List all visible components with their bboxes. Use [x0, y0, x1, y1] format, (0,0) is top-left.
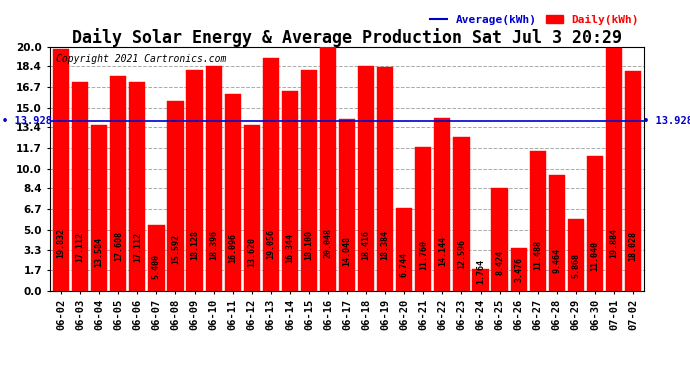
Bar: [148, 225, 164, 291]
Bar: [491, 188, 508, 291]
Bar: [358, 66, 374, 291]
Bar: [530, 151, 546, 291]
Bar: [301, 70, 317, 291]
Text: 16.096: 16.096: [228, 233, 237, 263]
Bar: [434, 118, 451, 291]
Text: 14.048: 14.048: [342, 236, 352, 266]
Text: 18.128: 18.128: [190, 231, 199, 261]
Bar: [453, 137, 470, 291]
Text: 17.608: 17.608: [114, 231, 123, 261]
Text: 14.144: 14.144: [438, 236, 447, 266]
Text: 16.344: 16.344: [286, 233, 295, 263]
Text: 15.592: 15.592: [171, 234, 180, 264]
Bar: [377, 67, 393, 291]
Text: 13.620: 13.620: [247, 237, 256, 267]
Title: Daily Solar Energy & Average Production Sat Jul 3 20:29: Daily Solar Energy & Average Production …: [72, 28, 622, 47]
Text: 5.400: 5.400: [152, 254, 161, 279]
Bar: [586, 156, 603, 291]
Bar: [282, 92, 298, 291]
Bar: [625, 71, 641, 291]
Text: 18.396: 18.396: [209, 230, 218, 260]
Bar: [511, 248, 526, 291]
Bar: [72, 82, 88, 291]
Text: 11.040: 11.040: [591, 241, 600, 271]
Text: 11.488: 11.488: [533, 240, 542, 270]
Bar: [396, 209, 413, 291]
Text: • 13.928: • 13.928: [1, 116, 52, 126]
Text: 1.764: 1.764: [476, 260, 485, 284]
Text: 17.112: 17.112: [133, 232, 142, 262]
Bar: [568, 219, 584, 291]
Text: 18.028: 18.028: [629, 231, 638, 261]
Text: 6.744: 6.744: [400, 252, 408, 277]
Bar: [263, 58, 279, 291]
Text: 17.112: 17.112: [76, 232, 85, 262]
Text: 3.476: 3.476: [514, 257, 523, 282]
Bar: [339, 119, 355, 291]
Bar: [224, 94, 241, 291]
Bar: [186, 70, 203, 291]
Legend: Average(kWh), Daily(kWh): Average(kWh), Daily(kWh): [431, 15, 639, 25]
Bar: [168, 100, 184, 291]
Bar: [320, 46, 336, 291]
Text: 13.584: 13.584: [95, 237, 103, 267]
Text: Copyright 2021 Cartronics.com: Copyright 2021 Cartronics.com: [56, 54, 226, 64]
Text: 8.424: 8.424: [495, 250, 504, 274]
Bar: [110, 76, 126, 291]
Text: 19.832: 19.832: [57, 228, 66, 258]
Text: 12.596: 12.596: [457, 238, 466, 268]
Bar: [206, 66, 221, 291]
Bar: [244, 124, 260, 291]
Text: 20.048: 20.048: [324, 228, 333, 258]
Text: 11.760: 11.760: [419, 240, 428, 270]
Bar: [415, 147, 431, 291]
Text: 18.100: 18.100: [304, 231, 313, 261]
Text: 19.056: 19.056: [266, 229, 275, 259]
Text: 9.464: 9.464: [552, 248, 561, 273]
Bar: [549, 175, 565, 291]
Text: 5.868: 5.868: [571, 254, 580, 278]
Text: • 13.928: • 13.928: [642, 116, 690, 126]
Bar: [129, 82, 146, 291]
Text: 18.384: 18.384: [381, 230, 390, 260]
Bar: [473, 269, 489, 291]
Text: 19.884: 19.884: [609, 228, 618, 258]
Bar: [53, 49, 69, 291]
Bar: [606, 48, 622, 291]
Text: 18.416: 18.416: [362, 230, 371, 260]
Bar: [91, 125, 108, 291]
